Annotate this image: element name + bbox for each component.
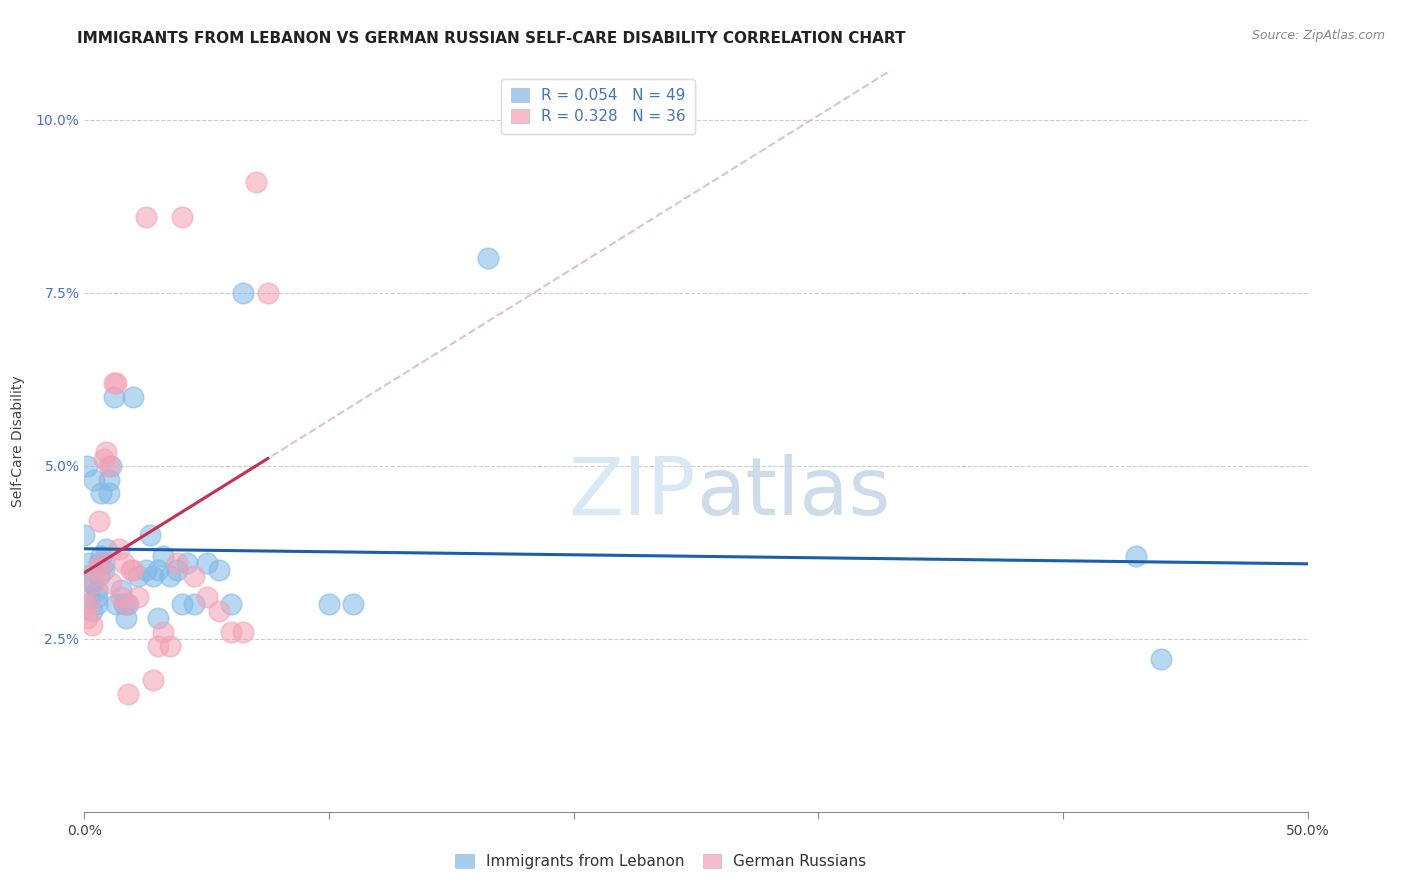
Point: [139, 528, 162, 542]
Point: [208, 604, 231, 618]
Point: [105, 376, 128, 390]
Point: [172, 597, 194, 611]
Point: [127, 591, 149, 605]
Point: [86, 591, 108, 605]
Text: Source: ZipAtlas.com: Source: ZipAtlas.com: [1251, 29, 1385, 42]
Point: [159, 569, 181, 583]
Point: [112, 597, 135, 611]
Point: [152, 549, 174, 563]
Point: [117, 597, 139, 611]
Point: [90, 549, 112, 563]
Point: [87, 556, 110, 570]
Point: [86, 583, 108, 598]
Point: [232, 285, 254, 300]
Point: [93, 556, 115, 570]
Point: [127, 569, 149, 583]
Point: [245, 175, 267, 189]
Point: [117, 687, 139, 701]
Point: [146, 611, 169, 625]
Point: [120, 563, 142, 577]
Point: [208, 563, 231, 577]
Point: [76, 458, 98, 473]
Point: [86, 563, 108, 577]
Point: [83, 576, 105, 591]
Point: [100, 458, 122, 473]
Point: [87, 514, 110, 528]
Point: [93, 451, 115, 466]
Point: [135, 210, 157, 224]
Point: [122, 563, 145, 577]
Point: [80, 576, 103, 591]
Point: [342, 597, 364, 611]
Point: [110, 591, 132, 605]
Point: [146, 563, 169, 577]
Point: [105, 597, 128, 611]
Point: [76, 569, 98, 583]
Point: [93, 563, 115, 577]
Point: [166, 556, 188, 570]
Legend: R = 0.054   N = 49, R = 0.328   N = 36: R = 0.054 N = 49, R = 0.328 N = 36: [502, 79, 695, 134]
Point: [73, 597, 96, 611]
Point: [76, 611, 98, 625]
Point: [176, 556, 198, 570]
Point: [107, 541, 129, 556]
Point: [172, 210, 194, 224]
Point: [80, 604, 103, 618]
Text: IMMIGRANTS FROM LEBANON VS GERMAN RUSSIAN SELF-CARE DISABILITY CORRELATION CHART: IMMIGRANTS FROM LEBANON VS GERMAN RUSSIA…: [77, 31, 905, 46]
Point: [112, 556, 135, 570]
Point: [87, 569, 110, 583]
Point: [152, 624, 174, 639]
Point: [90, 486, 112, 500]
Point: [115, 597, 138, 611]
Point: [219, 597, 242, 611]
Point: [77, 597, 100, 611]
Point: [219, 624, 242, 639]
Point: [1150, 652, 1173, 666]
Point: [77, 591, 100, 605]
Point: [103, 390, 125, 404]
Point: [195, 556, 218, 570]
Y-axis label: Self-Care Disability: Self-Care Disability: [10, 376, 24, 508]
Point: [103, 376, 125, 390]
Point: [166, 563, 188, 577]
Point: [159, 639, 181, 653]
Point: [1125, 549, 1147, 563]
Point: [77, 556, 100, 570]
Point: [135, 563, 157, 577]
Point: [96, 445, 118, 459]
Point: [142, 569, 165, 583]
Point: [97, 486, 120, 500]
Point: [183, 569, 205, 583]
Point: [257, 285, 280, 300]
Point: [83, 473, 105, 487]
Point: [97, 458, 120, 473]
Point: [318, 597, 340, 611]
Point: [115, 611, 138, 625]
Point: [96, 541, 118, 556]
Point: [142, 673, 165, 688]
Point: [90, 556, 112, 570]
Point: [110, 583, 132, 598]
Text: ZIP: ZIP: [568, 454, 696, 533]
Point: [122, 390, 145, 404]
Legend: Immigrants from Lebanon, German Russians: Immigrants from Lebanon, German Russians: [449, 848, 873, 875]
Point: [146, 639, 169, 653]
Text: atlas: atlas: [696, 454, 890, 533]
Point: [100, 576, 122, 591]
Point: [73, 528, 96, 542]
Point: [477, 251, 499, 265]
Point: [195, 591, 218, 605]
Point: [80, 618, 103, 632]
Point: [97, 473, 120, 487]
Point: [183, 597, 205, 611]
Point: [232, 624, 254, 639]
Point: [86, 597, 108, 611]
